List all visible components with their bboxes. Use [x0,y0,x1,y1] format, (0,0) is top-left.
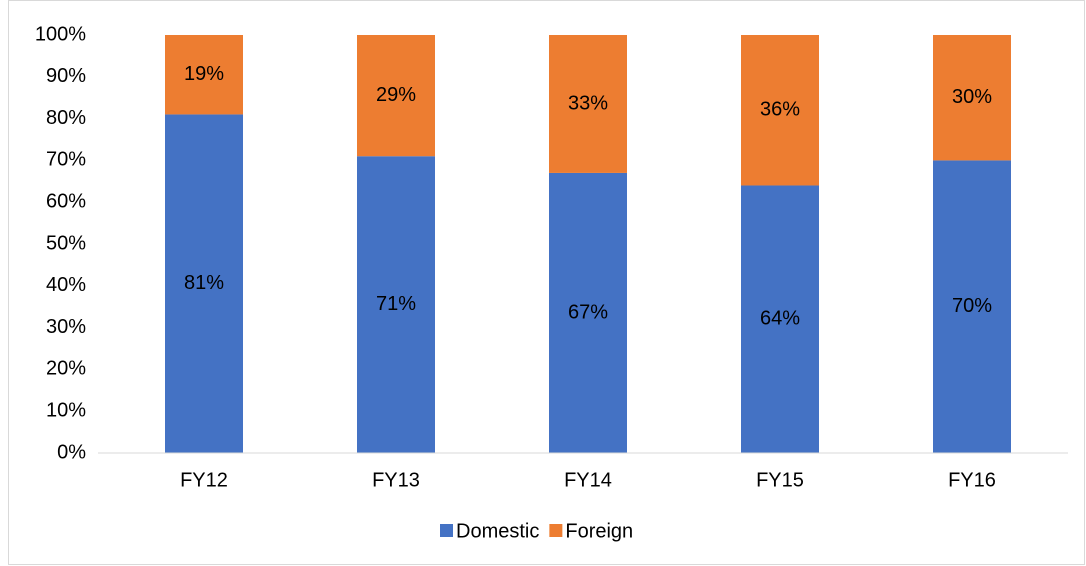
x-tick-label: FY13 [372,469,420,491]
y-tick-label: 70% [46,149,86,171]
data-label: 36% [760,99,800,121]
data-label: 30% [952,86,992,108]
legend-label: Foreign [565,520,633,542]
data-label: 71% [376,293,416,315]
data-label: 29% [376,84,416,106]
legend-swatch [549,524,563,537]
bar-segment [549,35,627,173]
x-tick-label: FY14 [564,469,612,491]
data-label: 19% [184,63,224,85]
y-tick-label: 30% [46,316,86,338]
data-label: 64% [760,308,800,330]
y-tick-label: 90% [46,65,86,87]
legend-swatch [440,524,453,537]
y-tick-label: 60% [46,190,86,212]
bar-segment [933,35,1011,161]
bar-segment [741,185,819,454]
data-label: 67% [568,301,608,323]
bar-segment [165,114,243,454]
y-tick-label: 40% [46,274,86,296]
bar-segment [165,35,243,115]
bar-segment [933,160,1011,453]
y-tick-label: 80% [46,107,86,129]
x-tick-label: FY16 [948,469,996,491]
y-tick-label: 10% [46,399,86,421]
data-label: 33% [568,92,608,114]
data-label: 70% [952,295,992,317]
bar-segment [741,35,819,186]
data-label: 81% [184,272,224,294]
y-tick-label: 20% [46,358,86,380]
bar-segment [357,35,435,157]
bar-segment [549,172,627,453]
legend-label: Domestic [456,520,539,542]
x-tick-label: FY15 [756,469,804,491]
y-tick-label: 100% [35,23,86,45]
x-tick-label: FY12 [180,469,228,491]
y-tick-label: 50% [46,232,86,254]
y-tick-label: 0% [57,441,86,463]
bar-segment [357,156,435,453]
